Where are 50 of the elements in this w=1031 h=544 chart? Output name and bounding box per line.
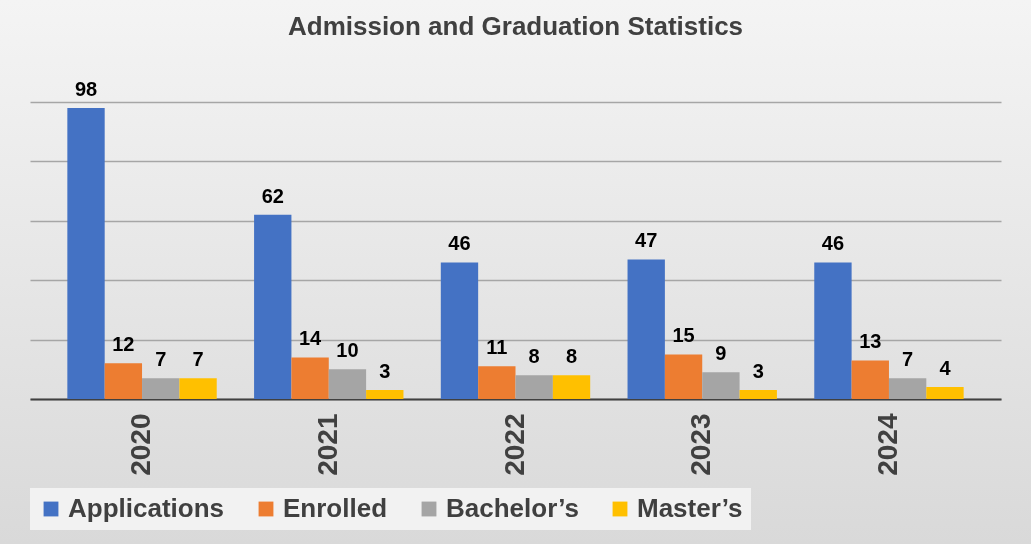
bar — [104, 363, 143, 399]
data-label: 7 — [192, 348, 204, 371]
data-label: 3 — [379, 360, 391, 383]
x-tick-label: 2020 — [125, 413, 157, 476]
data-label: 3 — [752, 360, 764, 383]
data-label: 8 — [528, 345, 540, 368]
bar — [67, 107, 105, 399]
legend-label: Applications — [68, 493, 225, 523]
bar — [366, 390, 404, 399]
data-label: 12 — [112, 333, 135, 356]
data-label: 47 — [635, 229, 658, 252]
bar — [814, 262, 852, 399]
x-tick-label: 2023 — [685, 413, 717, 476]
bar — [440, 262, 479, 399]
legend-label: Master’s — [637, 493, 743, 523]
bar — [926, 387, 964, 399]
data-label: 7 — [155, 348, 167, 371]
legend-label: Bachelor’s — [446, 493, 579, 523]
data-label: 13 — [859, 330, 882, 353]
data-label: 98 — [74, 77, 98, 100]
data-label: 46 — [448, 232, 471, 255]
bar — [328, 369, 367, 399]
data-label: 7 — [902, 348, 914, 371]
bar — [478, 366, 516, 399]
chart-title: Admission and Graduation Statistics — [287, 10, 744, 41]
legend-label: Enrolled — [283, 493, 388, 523]
bar — [702, 372, 740, 399]
bar — [291, 357, 329, 399]
data-label: 11 — [486, 336, 508, 359]
bar — [254, 214, 292, 399]
bar — [664, 354, 703, 399]
bar — [739, 390, 777, 399]
bar — [552, 375, 591, 399]
bar — [627, 259, 665, 399]
data-label: 46 — [821, 232, 845, 255]
x-tick-label: 2021 — [311, 413, 343, 476]
x-tick-label: 2022 — [498, 413, 530, 476]
bar — [142, 378, 180, 399]
data-label: 9 — [715, 342, 727, 365]
data-label: 10 — [336, 339, 359, 362]
bar — [851, 360, 889, 399]
data-label: 14 — [298, 327, 323, 350]
bar — [179, 378, 217, 399]
data-label: 62 — [261, 184, 284, 207]
data-label: 8 — [565, 345, 578, 368]
bar — [515, 375, 553, 399]
data-label: 15 — [672, 324, 695, 347]
data-label: 4 — [939, 357, 952, 380]
bar — [888, 378, 927, 399]
x-tick-label: 2024 — [871, 413, 903, 476]
